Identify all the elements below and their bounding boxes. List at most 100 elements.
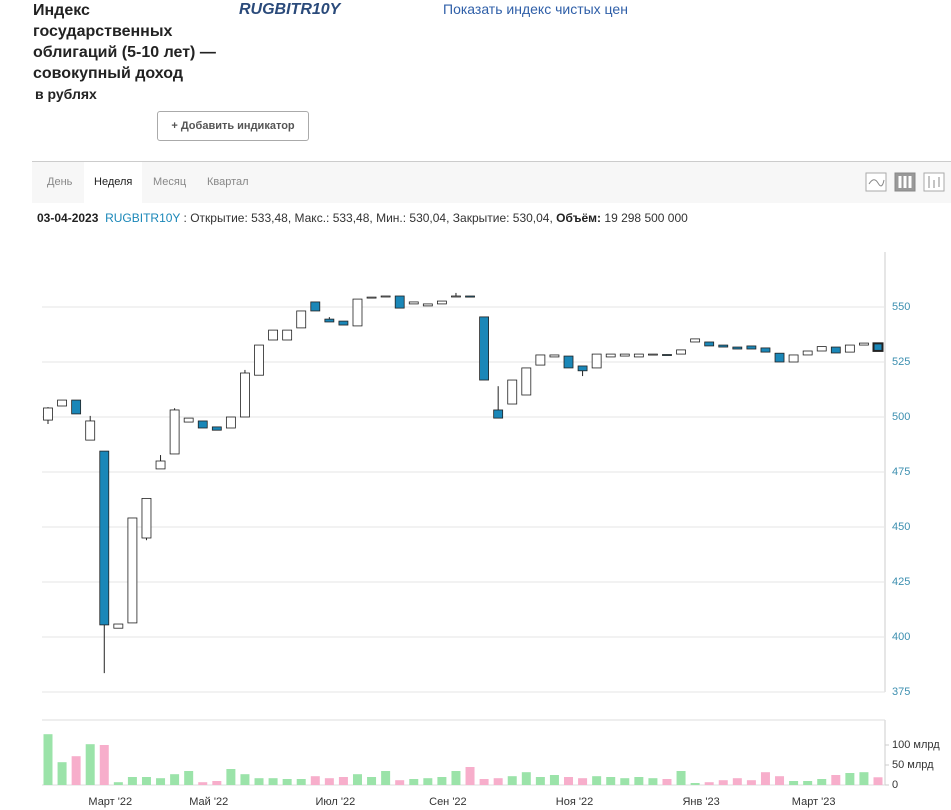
volume-bar (254, 778, 264, 785)
candle-body (380, 295, 391, 298)
volume-bar (493, 778, 503, 785)
candle-body (507, 379, 518, 405)
volume-bar (578, 778, 588, 785)
candle-icon-glyph (898, 176, 912, 188)
candle-body (535, 354, 546, 366)
candle-body (521, 367, 532, 396)
candle-body (563, 355, 574, 369)
candle-body (493, 409, 504, 419)
candle-body (127, 517, 138, 624)
tab[interactable]: Неделя (84, 162, 143, 203)
volume-bar (507, 776, 517, 785)
candle-body (113, 623, 124, 629)
candle-body (690, 338, 701, 343)
candle-body (830, 346, 841, 354)
candle-body (155, 460, 166, 470)
volume-tick-label: 0 (892, 779, 898, 791)
candle-body (268, 329, 278, 341)
volume-tick-label: 50 млрд (892, 759, 934, 771)
candle-body (732, 346, 743, 350)
x-tick-label: Янв '23 (682, 796, 719, 808)
add-indicator-button[interactable]: + Добавить индикатор (157, 111, 309, 141)
info-line: 03-04-2023 RUGBITR10Y : Открытие: 533,48… (37, 211, 688, 225)
chart-type-icons (865, 172, 945, 192)
candle-body (859, 342, 869, 346)
candle-body (619, 353, 630, 357)
tab[interactable]: Квартал (207, 176, 249, 188)
volume-bar (395, 780, 405, 785)
volume-bar (240, 774, 250, 785)
candle-body (324, 318, 335, 323)
volume-bar (775, 776, 785, 785)
volume-bar (465, 767, 475, 785)
volume-bar (859, 772, 869, 785)
candle-body (479, 316, 490, 381)
candle-body (816, 346, 827, 352)
volume-bar (831, 775, 841, 785)
volume-bar (803, 781, 813, 785)
x-tick-label: Май '22 (189, 796, 228, 808)
volume-tick-label: 100 млрд (892, 739, 940, 751)
x-tick-label: Ноя '22 (556, 796, 593, 808)
volume-bar (690, 783, 700, 785)
tab[interactable]: Месяц (153, 176, 187, 188)
candle-body (296, 310, 307, 329)
volume-bar (564, 777, 574, 785)
candle-body (141, 497, 152, 539)
candle-body (577, 365, 588, 372)
line-icon-glyph (868, 179, 885, 187)
volume-bar (535, 777, 545, 785)
candle-body (648, 353, 658, 356)
candle-body (704, 341, 715, 347)
tab[interactable]: День (47, 176, 73, 188)
candle-body (465, 295, 475, 298)
candle-body (43, 407, 53, 421)
volume-bar (634, 777, 644, 785)
volume-bar (606, 777, 616, 785)
volume-bar (184, 771, 194, 785)
x-tick-label: Сен '22 (429, 796, 467, 808)
volume-bar (156, 778, 166, 785)
volume-bar (352, 774, 362, 785)
candle-body (99, 450, 110, 626)
candle-body (71, 399, 82, 415)
x-tick-label: Июл '22 (315, 796, 355, 808)
line-icon[interactable] (865, 172, 887, 192)
volume-bar (479, 779, 489, 785)
volume-bar (170, 774, 180, 785)
title: Индекс государственных облигаций (5-10 л… (33, 2, 216, 82)
volume-bar (676, 771, 686, 785)
volume-bar (310, 776, 320, 785)
candle-body (662, 354, 672, 356)
candle-body (85, 420, 96, 441)
y-tick-label: 475 (892, 466, 910, 478)
clean-price-link[interactable]: Показать индекс чистых цен (443, 1, 628, 17)
candle-body (352, 298, 363, 327)
candle-body (788, 354, 799, 363)
volume-bar (113, 782, 123, 785)
candle-body (451, 295, 461, 298)
x-tick-label: Март '23 (792, 796, 836, 808)
volume-bar (381, 771, 391, 785)
ticker: RUGBITR10Y (239, 1, 341, 18)
candle-body (57, 399, 67, 407)
candle-body (254, 344, 264, 376)
volume-bar (43, 734, 53, 785)
volume-bar (437, 777, 447, 785)
bar-icon-glyph (928, 176, 940, 188)
candle-body (774, 352, 785, 363)
candle-body (746, 345, 757, 350)
candle-body (282, 329, 293, 341)
subtitle: в рублях (35, 86, 97, 102)
y-tick-label: 425 (892, 576, 910, 588)
candle-body (605, 353, 616, 358)
candle-body (366, 296, 377, 299)
volume-bar (226, 769, 236, 785)
volume-bar (873, 777, 883, 785)
volume-bar (367, 777, 377, 785)
info-volume: 19 298 500 000 (604, 211, 688, 225)
info-text: : Открытие: 533,48, Макс.: 533,48, Мин.:… (183, 211, 553, 225)
candle-body (240, 372, 250, 418)
